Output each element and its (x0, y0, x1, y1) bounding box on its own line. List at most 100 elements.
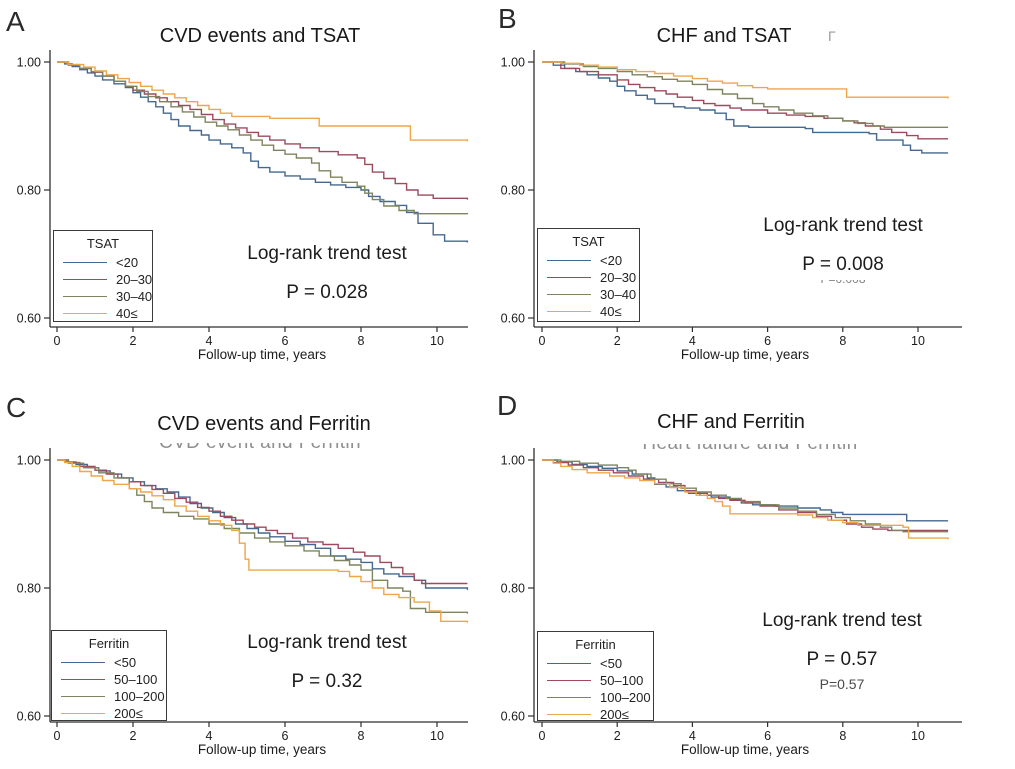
legend-label: 20–30 (600, 270, 637, 285)
x-tick-label: 0 (539, 334, 546, 348)
panel-letter-b: B (498, 3, 517, 34)
legend-row: <50 (52, 654, 166, 671)
y-tick-label: 0.60 (501, 312, 525, 326)
legend-row: <20 (54, 254, 152, 271)
x-tick-label: 0 (54, 729, 61, 743)
legend-label: <50 (600, 656, 623, 671)
x-axis-label: Follow-up time, years (681, 347, 810, 362)
legend-title: Ferritin (575, 637, 616, 652)
panel-letter-c: C (6, 392, 27, 423)
legend-label: 200≤ (114, 706, 143, 721)
legend-row: 40≤ (538, 303, 639, 320)
y-tick-label: 0.80 (17, 184, 41, 198)
y-tick-label: 1.00 (501, 454, 525, 468)
ghost-title-d: Heart failure and Ferritin (642, 444, 857, 454)
x-tick-label: 10 (911, 729, 925, 743)
stat-block-d: Log-rank trend test P = 0.57 P=0.57 (762, 610, 921, 692)
p-value: P = 0.32 (291, 671, 363, 692)
legend-label: 30–40 (116, 289, 153, 304)
legend-row: 200≤ (538, 706, 653, 723)
legend-title: Ferritin (88, 636, 130, 651)
legend-line-swatch (61, 713, 105, 714)
x-tick-label: 4 (689, 334, 696, 348)
x-tick-label: 6 (282, 334, 289, 348)
y-tick-label: 0.80 (501, 184, 525, 198)
legend-row: 200≤ (52, 705, 166, 722)
x-tick-label: 0 (539, 729, 546, 743)
x-tick-label: 2 (130, 334, 137, 348)
km-curve-20–30 (57, 61, 469, 200)
y-tick-label: 0.80 (501, 582, 525, 596)
legend-line-swatch (61, 696, 105, 697)
y-tick-label: 1.00 (501, 56, 525, 70)
km-curve-100–200 (57, 459, 469, 614)
legend-line-swatch (547, 663, 591, 664)
km-curve-200≤ (542, 459, 949, 540)
legend-label: 40≤ (600, 304, 622, 319)
panel-title-b: CHF and TSAT (656, 25, 792, 47)
x-tick-label: 8 (358, 729, 365, 743)
legend-label: 200≤ (600, 707, 629, 722)
y-tick-label: 0.60 (17, 312, 41, 326)
km-plot-a: 1.00 0.80 0.60 0 2 4 6 8 10 Follow-up time, years (17, 50, 469, 362)
km-curve-<20 (57, 61, 469, 243)
panel-title-c: CVD events and Ferritin (157, 413, 371, 435)
logrank-label: Log-rank trend test (247, 632, 407, 653)
km-curve-<20 (542, 61, 949, 154)
x-tick-label: 4 (206, 334, 213, 348)
legend-line-swatch (547, 277, 591, 278)
x-tick-label: 4 (206, 729, 213, 743)
km-plot-b: 1.00 0.80 0.60 0 2 4 6 8 10 Follow-up time, years (501, 50, 962, 362)
x-tick-label: 2 (614, 334, 621, 348)
km-curve-50–100 (542, 459, 949, 532)
y-tick-label: 0.60 (17, 710, 41, 724)
legend-line-swatch (63, 262, 107, 263)
stat-block-b: Log-rank trend test P = 0.008 P=0.008 (763, 215, 922, 287)
legend-line-swatch (547, 697, 591, 698)
x-tick-label: 4 (689, 729, 696, 743)
x-tick-label: 8 (358, 334, 365, 348)
ghost-title-c: CVD event and Ferritin (159, 443, 361, 453)
legend-row: 20–30 (538, 269, 639, 286)
x-tick-label: 6 (282, 729, 289, 743)
logrank-label: Log-rank trend test (762, 610, 922, 631)
y-tick-label: 1.00 (17, 454, 41, 468)
legend-label: 40≤ (116, 306, 138, 321)
legend-row: 100–200 (538, 689, 653, 706)
x-tick-label: 2 (130, 729, 137, 743)
panel-d: 1.00 0.80 0.60 0 2 4 6 8 10 Follow-up time, years… (495, 384, 1015, 769)
km-plot-d: 1.00 0.80 0.60 0 2 4 6 8 10 Follow-up time, years (501, 448, 962, 757)
km-plot-c: 1.00 0.80 0.60 0 2 4 6 8 10 Follow-up time, years (17, 448, 469, 757)
legend-row: 40≤ (54, 305, 152, 322)
p-value: P = 0.008 (802, 254, 884, 275)
p-value: P = 0.028 (286, 282, 368, 303)
legend-row: 30–40 (54, 288, 152, 305)
stat-block-c: Log-rank trend test P = 0.32 (247, 632, 406, 693)
panel-title-a: CVD events and TSAT (159, 25, 361, 47)
legend-label: 100–200 (600, 690, 651, 705)
legend-row: <20 (538, 252, 639, 269)
legend-line-swatch (61, 662, 105, 663)
legend-label: 50–100 (114, 672, 158, 687)
x-axis-label: Follow-up time, years (681, 742, 810, 757)
km-curve-100–200 (542, 459, 949, 533)
logrank-label: Log-rank trend test (763, 215, 923, 236)
legend-box-d: Ferritin <50 50–100 100–200 200≤ (537, 631, 654, 723)
stat-block-a: Log-rank trend test P = 0.028 (247, 243, 406, 304)
legend-line-swatch (547, 680, 591, 681)
x-tick-label: 8 (839, 729, 846, 743)
legend-row: 50–100 (538, 672, 653, 689)
logrank-label: Log-rank trend test (247, 243, 407, 264)
legend-title: TSAT (572, 234, 605, 249)
legend-label: <50 (114, 655, 137, 670)
title-ghost-artifact: Γ (828, 28, 836, 44)
legend-box-b: TSAT <20 20–30 30–40 40≤ (537, 228, 640, 322)
panel-letter-d: D (497, 390, 518, 421)
x-tick-label: 8 (839, 334, 846, 348)
y-tick-label: 0.60 (501, 710, 525, 724)
legend-line-swatch (63, 279, 107, 280)
legend-line-swatch (547, 260, 591, 261)
legend-label: 100–200 (114, 689, 165, 704)
km-curve-<50 (542, 459, 949, 522)
